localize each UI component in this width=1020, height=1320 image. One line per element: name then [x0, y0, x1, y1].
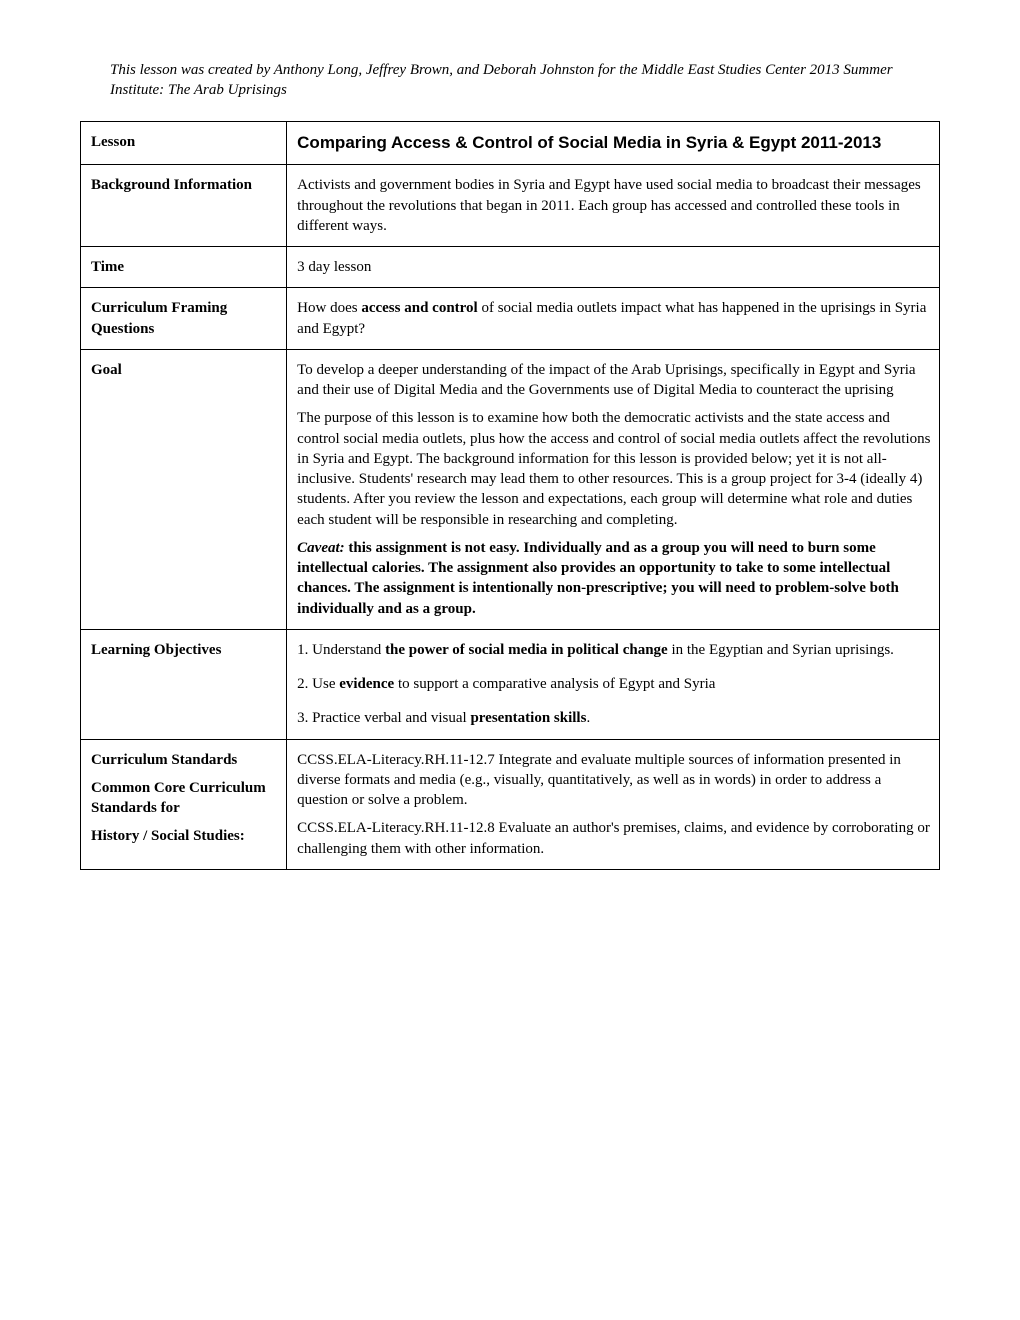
lesson-label: Lesson: [81, 121, 287, 165]
standards-l1: Curriculum Standards: [91, 750, 278, 770]
standards-content: CCSS.ELA-Literacy.RH.11-12.7 Integrate a…: [287, 739, 940, 869]
framing-label: Curriculum Framing Questions: [81, 288, 287, 350]
caveat-text: this assignment is not easy. Individuall…: [297, 540, 899, 617]
lesson-title: Comparing Access & Control of Social Med…: [297, 133, 881, 152]
standards-l2: Common Core Curriculum Standards for: [91, 778, 278, 819]
goal-p2: The purpose of this lesson is to examine…: [297, 408, 931, 530]
row-background: Background Information Activists and gov…: [81, 165, 940, 247]
obj-2: 2. Use evidence to support a comparative…: [297, 674, 931, 694]
row-goal: Goal To develop a deeper understanding o…: [81, 349, 940, 629]
goal-caveat: Caveat: this assignment is not easy. Ind…: [297, 538, 931, 619]
obj1-post: in the Egyptian and Syrian uprisings.: [668, 642, 894, 658]
caveat-label: Caveat:: [297, 540, 344, 556]
obj2-bold: evidence: [339, 676, 394, 692]
obj3-pre: 3. Practice verbal and visual: [297, 710, 470, 726]
obj3-bold: presentation skills: [470, 710, 586, 726]
obj2-pre: 2. Use: [297, 676, 339, 692]
background-content: Activists and government bodies in Syria…: [287, 165, 940, 247]
standards-l3: History / Social Studies:: [91, 826, 278, 846]
row-time: Time 3 day lesson: [81, 247, 940, 288]
row-objectives: Learning Objectives 1. Understand the po…: [81, 629, 940, 739]
lesson-table: Lesson Comparing Access & Control of Soc…: [80, 121, 940, 870]
standards-p1: CCSS.ELA-Literacy.RH.11-12.7 Integrate a…: [297, 750, 931, 811]
obj1-bold: the power of social media in political c…: [381, 642, 667, 658]
standards-label: Curriculum Standards Common Core Curricu…: [81, 739, 287, 869]
objectives-label: Learning Objectives: [81, 629, 287, 739]
row-standards: Curriculum Standards Common Core Curricu…: [81, 739, 940, 869]
obj3-post: .: [586, 710, 590, 726]
obj1-pre: 1. Understand: [297, 642, 381, 658]
goal-label: Goal: [81, 349, 287, 629]
standards-p2: CCSS.ELA-Literacy.RH.11-12.8 Evaluate an…: [297, 818, 931, 859]
framing-pre: How does: [297, 300, 361, 316]
intro-text: This lesson was created by Anthony Long,…: [110, 60, 940, 101]
framing-content: How does access and control of social me…: [287, 288, 940, 350]
obj-3: 3. Practice verbal and visual presentati…: [297, 708, 931, 728]
obj-1: 1. Understand the power of social media …: [297, 640, 931, 660]
row-lesson: Lesson Comparing Access & Control of Soc…: [81, 121, 940, 165]
lesson-content: Comparing Access & Control of Social Med…: [287, 121, 940, 165]
time-content: 3 day lesson: [287, 247, 940, 288]
goal-content: To develop a deeper understanding of the…: [287, 349, 940, 629]
obj2-post: to support a comparative analysis of Egy…: [394, 676, 715, 692]
time-label: Time: [81, 247, 287, 288]
goal-p1: To develop a deeper understanding of the…: [297, 360, 931, 401]
row-framing: Curriculum Framing Questions How does ac…: [81, 288, 940, 350]
framing-bold: access and control: [361, 300, 477, 316]
objectives-content: 1. Understand the power of social media …: [287, 629, 940, 739]
background-label: Background Information: [81, 165, 287, 247]
